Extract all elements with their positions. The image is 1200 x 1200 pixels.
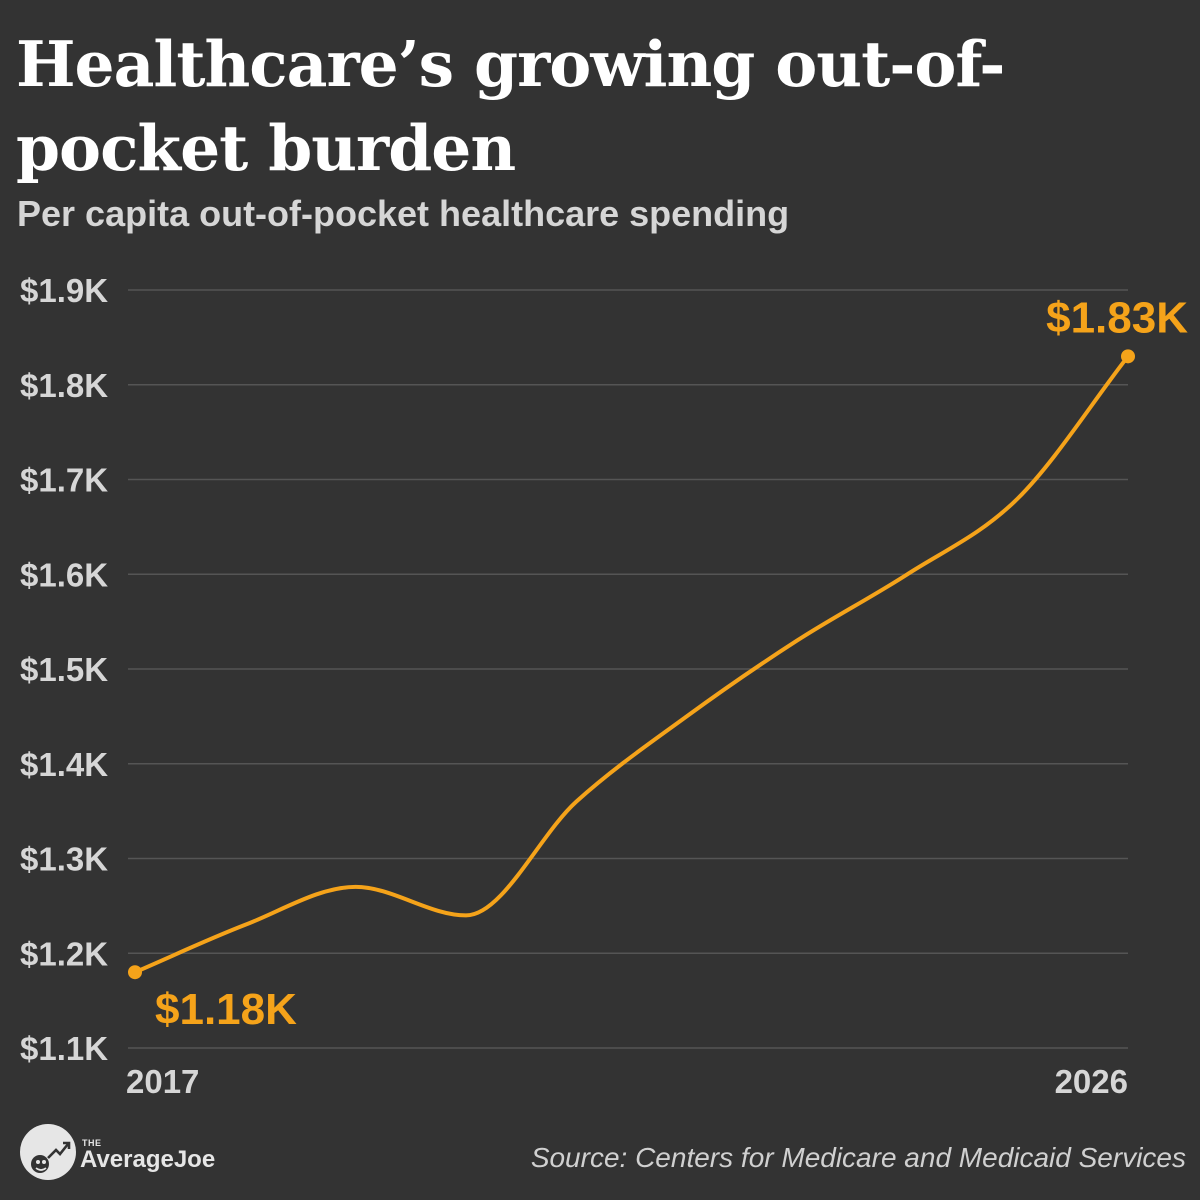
y-tick-label: $1.5K — [20, 651, 108, 688]
annotations: $1.18K $1.83K — [155, 293, 1188, 1034]
y-tick-label: $1.3K — [20, 841, 108, 878]
logo-name-text: AverageJoe — [80, 1146, 216, 1173]
x-axis-ticks: 2017 2026 — [126, 1063, 1128, 1100]
series-line — [133, 354, 1130, 975]
y-tick-label: $1.2K — [20, 935, 108, 972]
y-tick-label: $1.1K — [20, 1030, 108, 1067]
data-label: $1.83K — [1046, 293, 1188, 342]
x-tick-label: 2026 — [1055, 1063, 1128, 1100]
y-tick-label: $1.9K — [20, 272, 108, 309]
gridlines — [128, 289, 1128, 1049]
series-layer — [128, 349, 1135, 980]
y-tick-label: $1.8K — [20, 367, 108, 404]
logo-face-icon — [20, 1124, 76, 1180]
averagejoe-logo: THE AverageJoe — [20, 1124, 240, 1184]
y-axis-ticks: $1.1K $1.2K $1.3K $1.4K $1.5K $1.6K $1.7K $1.8K… — [20, 272, 108, 1067]
chart-title: Healthcare’s growing out-of-pocket burde… — [16, 27, 1005, 185]
endpoint-marker — [1121, 349, 1135, 364]
y-tick-label: $1.4K — [20, 746, 108, 783]
data-label: $1.18K — [155, 985, 297, 1034]
x-tick-label: 2017 — [126, 1063, 199, 1100]
y-tick-label: $1.6K — [20, 556, 108, 593]
y-tick-label: $1.7K — [20, 462, 108, 499]
source-note: Source: Centers for Medicare and Medicai… — [530, 1142, 1186, 1173]
chart-subtitle: Per capita out-of-pocket healthcare spen… — [17, 193, 790, 234]
endpoint-marker — [128, 965, 142, 980]
logo-the-text: THE — [82, 1138, 102, 1148]
